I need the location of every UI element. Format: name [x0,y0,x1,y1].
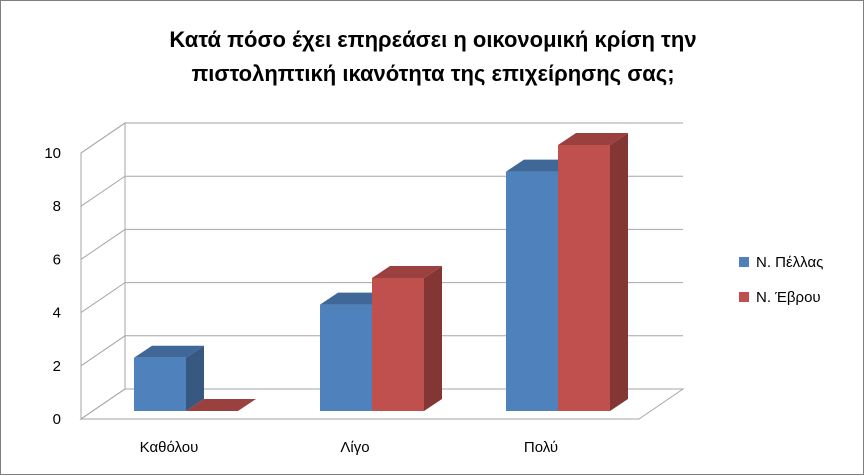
bar-pellas-0 [134,357,186,411]
legend-item-pellas: Ν. Πέλλας [739,251,823,273]
bar-pellas-1 [320,304,372,411]
gridline-6 [80,228,683,260]
bar-evrou-2-side [610,133,628,411]
bar-evrou-1-side [424,266,442,411]
legend-label-evrou: Ν. Έβρου [756,288,821,306]
bar-pellas-0-top [134,345,204,358]
chart-legend: Ν. Πέλλας Ν. Έβρου [739,251,823,321]
x-tick-label-0: Καθόλου [140,439,199,456]
bar-evrou-2 [558,145,610,411]
chart-side-wall [80,122,126,420]
gridline-4 [80,282,683,314]
y-tick-label-6: 6 [53,251,61,268]
y-tick-label-4: 4 [53,305,61,322]
x-tick-label-2: Πολύ [524,439,558,456]
chart-title-line-2: πιστοληπτική ικανότητα της επιχείρησης σ… [191,61,675,86]
legend-label-pellas: Ν. Πέλλας [756,253,824,271]
y-tick-label-8: 8 [53,198,61,215]
y-tick-label-10: 10 [44,145,61,162]
bar-pellas-2 [506,171,558,411]
gridline-8 [80,175,683,207]
bar-pellas-0-side [186,345,204,411]
gridline-10 [80,122,683,154]
bar-evrou-1-top [372,266,442,278]
gridline-0 [80,388,683,420]
y-tick-label-0: 0 [53,411,61,428]
chart-title-line-1: Κατά πόσο έχει επηρεάσει η οικονομική κρ… [169,27,697,52]
y-tick-label-2: 2 [53,358,61,375]
legend-swatch-pellas [739,257,749,267]
legend-item-evrou: Ν. Έβρου [739,286,823,308]
bar-evrou-1 [372,278,424,411]
x-tick-label-1: Λίγο [340,439,369,456]
bar-evrou-0-top [186,399,256,411]
bar-evrou-2-top [558,133,628,145]
gridline-2 [80,335,683,367]
legend-swatch-evrou [739,292,749,302]
chart-title: Κατά πόσο έχει επηρεάσει η οικονομική κρ… [1,23,864,91]
